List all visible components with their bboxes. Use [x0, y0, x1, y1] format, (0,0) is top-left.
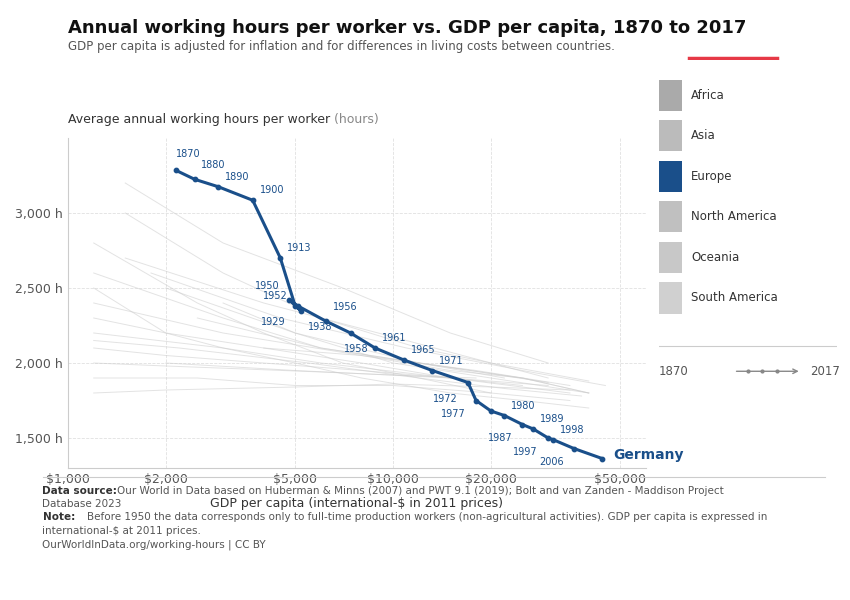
Text: 1965: 1965	[411, 345, 435, 355]
Text: 1987: 1987	[488, 433, 513, 443]
Text: 1998: 1998	[559, 425, 584, 434]
Text: GDP per capita is adjusted for inflation and for differences in living costs bet: GDP per capita is adjusted for inflation…	[68, 40, 615, 53]
Text: 1870: 1870	[176, 149, 201, 158]
Text: 2006: 2006	[539, 457, 564, 467]
Text: Africa: Africa	[691, 89, 725, 101]
Text: (hours): (hours)	[330, 113, 378, 126]
Text: Germany: Germany	[614, 448, 684, 461]
Point	[469, 396, 483, 406]
Point	[497, 410, 511, 420]
Text: in Data: in Data	[711, 45, 755, 55]
Point	[169, 166, 183, 175]
Point	[246, 196, 259, 205]
Text: 1961: 1961	[382, 333, 406, 343]
Text: 1958: 1958	[343, 344, 368, 355]
Point	[462, 378, 475, 388]
Point	[397, 355, 411, 365]
Point	[595, 454, 609, 463]
Text: South America: South America	[691, 292, 778, 304]
Text: Annual working hours per worker vs. GDP per capita, 1870 to 2017: Annual working hours per worker vs. GDP …	[68, 19, 746, 37]
Point	[541, 433, 555, 443]
Point	[292, 301, 305, 311]
Point	[484, 406, 498, 416]
Text: 1900: 1900	[259, 185, 284, 196]
Point	[516, 420, 530, 430]
Point	[283, 295, 297, 305]
Text: 2017: 2017	[810, 365, 841, 378]
Point	[526, 424, 540, 434]
Point	[319, 316, 332, 326]
Text: 1997: 1997	[513, 446, 538, 457]
Text: Oceania: Oceania	[691, 251, 740, 264]
Text: 1929: 1929	[260, 317, 285, 328]
Point	[188, 175, 201, 184]
Point	[288, 301, 302, 311]
Text: Asia: Asia	[691, 129, 716, 142]
Text: Our World in Data based on Huberman & Minns (2007) and PWT 9.1 (2019); Bolt and : Our World in Data based on Huberman & Mi…	[117, 486, 724, 496]
Text: 1870: 1870	[659, 365, 688, 378]
Point	[212, 182, 225, 191]
Text: 1938: 1938	[308, 322, 332, 332]
Text: 1890: 1890	[225, 172, 250, 182]
Text: 1913: 1913	[287, 243, 312, 253]
Text: Europe: Europe	[691, 170, 733, 183]
Text: Data source:: Data source:	[42, 486, 117, 496]
Text: 1989: 1989	[541, 414, 564, 424]
Point	[546, 434, 559, 444]
Text: Before 1950 the data corresponds only to full-time production workers (non-agric: Before 1950 the data corresponds only to…	[87, 512, 767, 523]
Point	[426, 365, 439, 376]
Text: 1952: 1952	[264, 291, 288, 301]
Text: 1971: 1971	[439, 356, 464, 365]
Point	[294, 305, 308, 316]
Text: 1950: 1950	[255, 281, 280, 291]
Point	[368, 343, 382, 353]
Text: OurWorldInData.org/working-hours | CC BY: OurWorldInData.org/working-hours | CC BY	[42, 540, 266, 551]
Text: 1956: 1956	[332, 302, 357, 312]
Text: international-$ at 2011 prices.: international-$ at 2011 prices.	[42, 526, 201, 536]
Point	[343, 328, 357, 338]
Text: 1977: 1977	[441, 409, 466, 419]
Text: Database 2023: Database 2023	[42, 499, 122, 509]
Text: 1972: 1972	[434, 394, 458, 404]
Text: Average annual working hours per worker: Average annual working hours per worker	[68, 113, 330, 126]
Text: Our World: Our World	[703, 27, 763, 37]
FancyArrowPatch shape	[736, 369, 797, 374]
Text: 1880: 1880	[201, 160, 226, 170]
Text: 1980: 1980	[512, 401, 536, 410]
Text: North America: North America	[691, 211, 777, 223]
Point	[274, 253, 287, 263]
Point	[567, 444, 581, 454]
X-axis label: GDP per capita (international-$ in 2011 prices): GDP per capita (international-$ in 2011 …	[211, 497, 503, 510]
Text: Note:: Note:	[42, 512, 75, 523]
